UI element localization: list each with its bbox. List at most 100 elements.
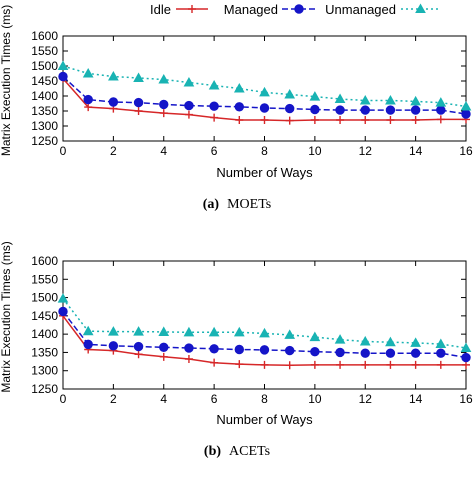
data-point-idle: [285, 116, 294, 125]
data-point-managed: [159, 342, 169, 353]
data-point-idle: [336, 116, 345, 124]
data-point-idle: [285, 361, 294, 370]
data-point-managed: [335, 347, 345, 358]
data-point-managed: [385, 105, 396, 115]
caption-letter: (a): [203, 197, 220, 212]
x-tick-label: 6: [211, 144, 218, 158]
x-tick-label: 12: [359, 392, 373, 406]
data-point-unmanaged: [284, 329, 296, 339]
y-axis-label: Matrix Execution Times (ms): [0, 241, 13, 392]
data-point-managed: [410, 105, 421, 115]
y-tick-label: 1450: [31, 309, 58, 323]
data-point-idle: [159, 109, 168, 118]
data-point-idle: [411, 116, 420, 124]
data-point-unmanaged: [435, 97, 447, 107]
legend-entry-idle: Idle: [150, 2, 171, 17]
data-point-unmanaged: [359, 94, 371, 105]
y-tick-label: 1250: [31, 382, 58, 396]
series-line-unmanaged: [62, 65, 467, 108]
data-point-idle: [260, 360, 269, 369]
y-tick-label: 1400: [31, 89, 58, 103]
data-point-managed: [133, 97, 144, 108]
data-point-idle: [336, 360, 345, 369]
data-point-unmanaged: [359, 335, 371, 346]
legend: Idle Managed Unmanaged: [150, 2, 440, 17]
x-tick-label: 14: [409, 144, 423, 158]
y-tick-label: 1300: [31, 119, 58, 133]
plot-frame: [62, 260, 467, 390]
data-point-managed: [209, 101, 219, 111]
data-point-unmanaged: [460, 342, 472, 353]
data-point-unmanaged: [385, 336, 396, 347]
data-point-unmanaged: [208, 326, 220, 337]
data-point-idle: [84, 103, 93, 112]
data-point-managed: [436, 348, 446, 358]
x-tick-label: 12: [359, 144, 373, 158]
panel-caption: (a) MOETs: [203, 197, 271, 212]
data-point-unmanaged: [133, 72, 144, 82]
caption-text: ACETs: [229, 444, 270, 459]
data-point-unmanaged: [158, 326, 170, 336]
legend-marker-unmanaged: [415, 3, 426, 13]
data-point-managed: [410, 348, 421, 358]
data-point-idle: [361, 116, 370, 124]
legend-entry-unmanaged: Unmanaged: [325, 2, 396, 17]
x-tick-label: 10: [308, 144, 322, 158]
data-point-idle: [235, 116, 244, 124]
data-point-unmanaged: [410, 95, 421, 106]
y-tick-label: 1450: [31, 74, 58, 88]
x-tick-label: 4: [160, 144, 167, 158]
data-point-managed: [461, 352, 471, 363]
series-line-unmanaged: [62, 298, 467, 349]
data-point-idle: [210, 358, 219, 367]
data-point-managed: [184, 100, 194, 111]
data-point-idle: [184, 110, 193, 119]
y-tick-label: 1600: [31, 29, 58, 43]
series-managed: [58, 306, 471, 363]
series-idle: [59, 74, 470, 125]
data-point-managed: [234, 102, 245, 112]
data-point-idle: [310, 360, 319, 369]
data-point-idle: [386, 116, 395, 124]
data-point-managed: [209, 344, 219, 354]
data-point-unmanaged: [183, 76, 195, 87]
x-tick-label: 4: [160, 392, 167, 406]
y-tick-label: 1500: [31, 59, 58, 73]
y-tick-label: 1400: [31, 327, 58, 341]
legend-marker-managed: [294, 4, 304, 14]
x-tick-label: 10: [308, 392, 322, 406]
data-point-unmanaged: [233, 82, 245, 93]
y-tick-label: 1250: [31, 134, 58, 148]
x-tick-label: 0: [60, 144, 67, 158]
data-point-unmanaged: [82, 325, 94, 336]
data-point-idle: [184, 355, 193, 364]
data-point-managed: [360, 348, 370, 358]
data-point-unmanaged: [183, 326, 195, 337]
data-point-idle: [134, 107, 143, 115]
data-point-managed: [436, 105, 446, 115]
series-line-idle: [62, 315, 466, 366]
x-tick-label: 14: [409, 392, 423, 406]
data-point-unmanaged: [108, 326, 119, 336]
series-unmanaged: [57, 293, 472, 353]
y-tick-label: 1500: [31, 291, 58, 305]
data-point-managed: [83, 339, 93, 350]
data-point-managed: [133, 341, 144, 352]
data-point-unmanaged: [385, 94, 396, 105]
data-point-idle: [436, 360, 445, 369]
legend-entry-managed: Managed: [224, 2, 278, 17]
data-point-unmanaged: [133, 326, 144, 336]
legend-marker-idle: [188, 5, 196, 13]
x-tick-label: 16: [459, 144, 473, 158]
x-tick-label: 8: [261, 144, 268, 158]
series-line-idle: [62, 78, 466, 122]
x-tick-label: 2: [110, 144, 117, 158]
data-point-unmanaged: [57, 60, 69, 70]
data-point-unmanaged: [309, 331, 321, 342]
data-point-managed: [108, 97, 119, 107]
data-point-idle: [235, 360, 244, 369]
data-point-unmanaged: [259, 86, 270, 97]
data-point-idle: [386, 360, 395, 369]
